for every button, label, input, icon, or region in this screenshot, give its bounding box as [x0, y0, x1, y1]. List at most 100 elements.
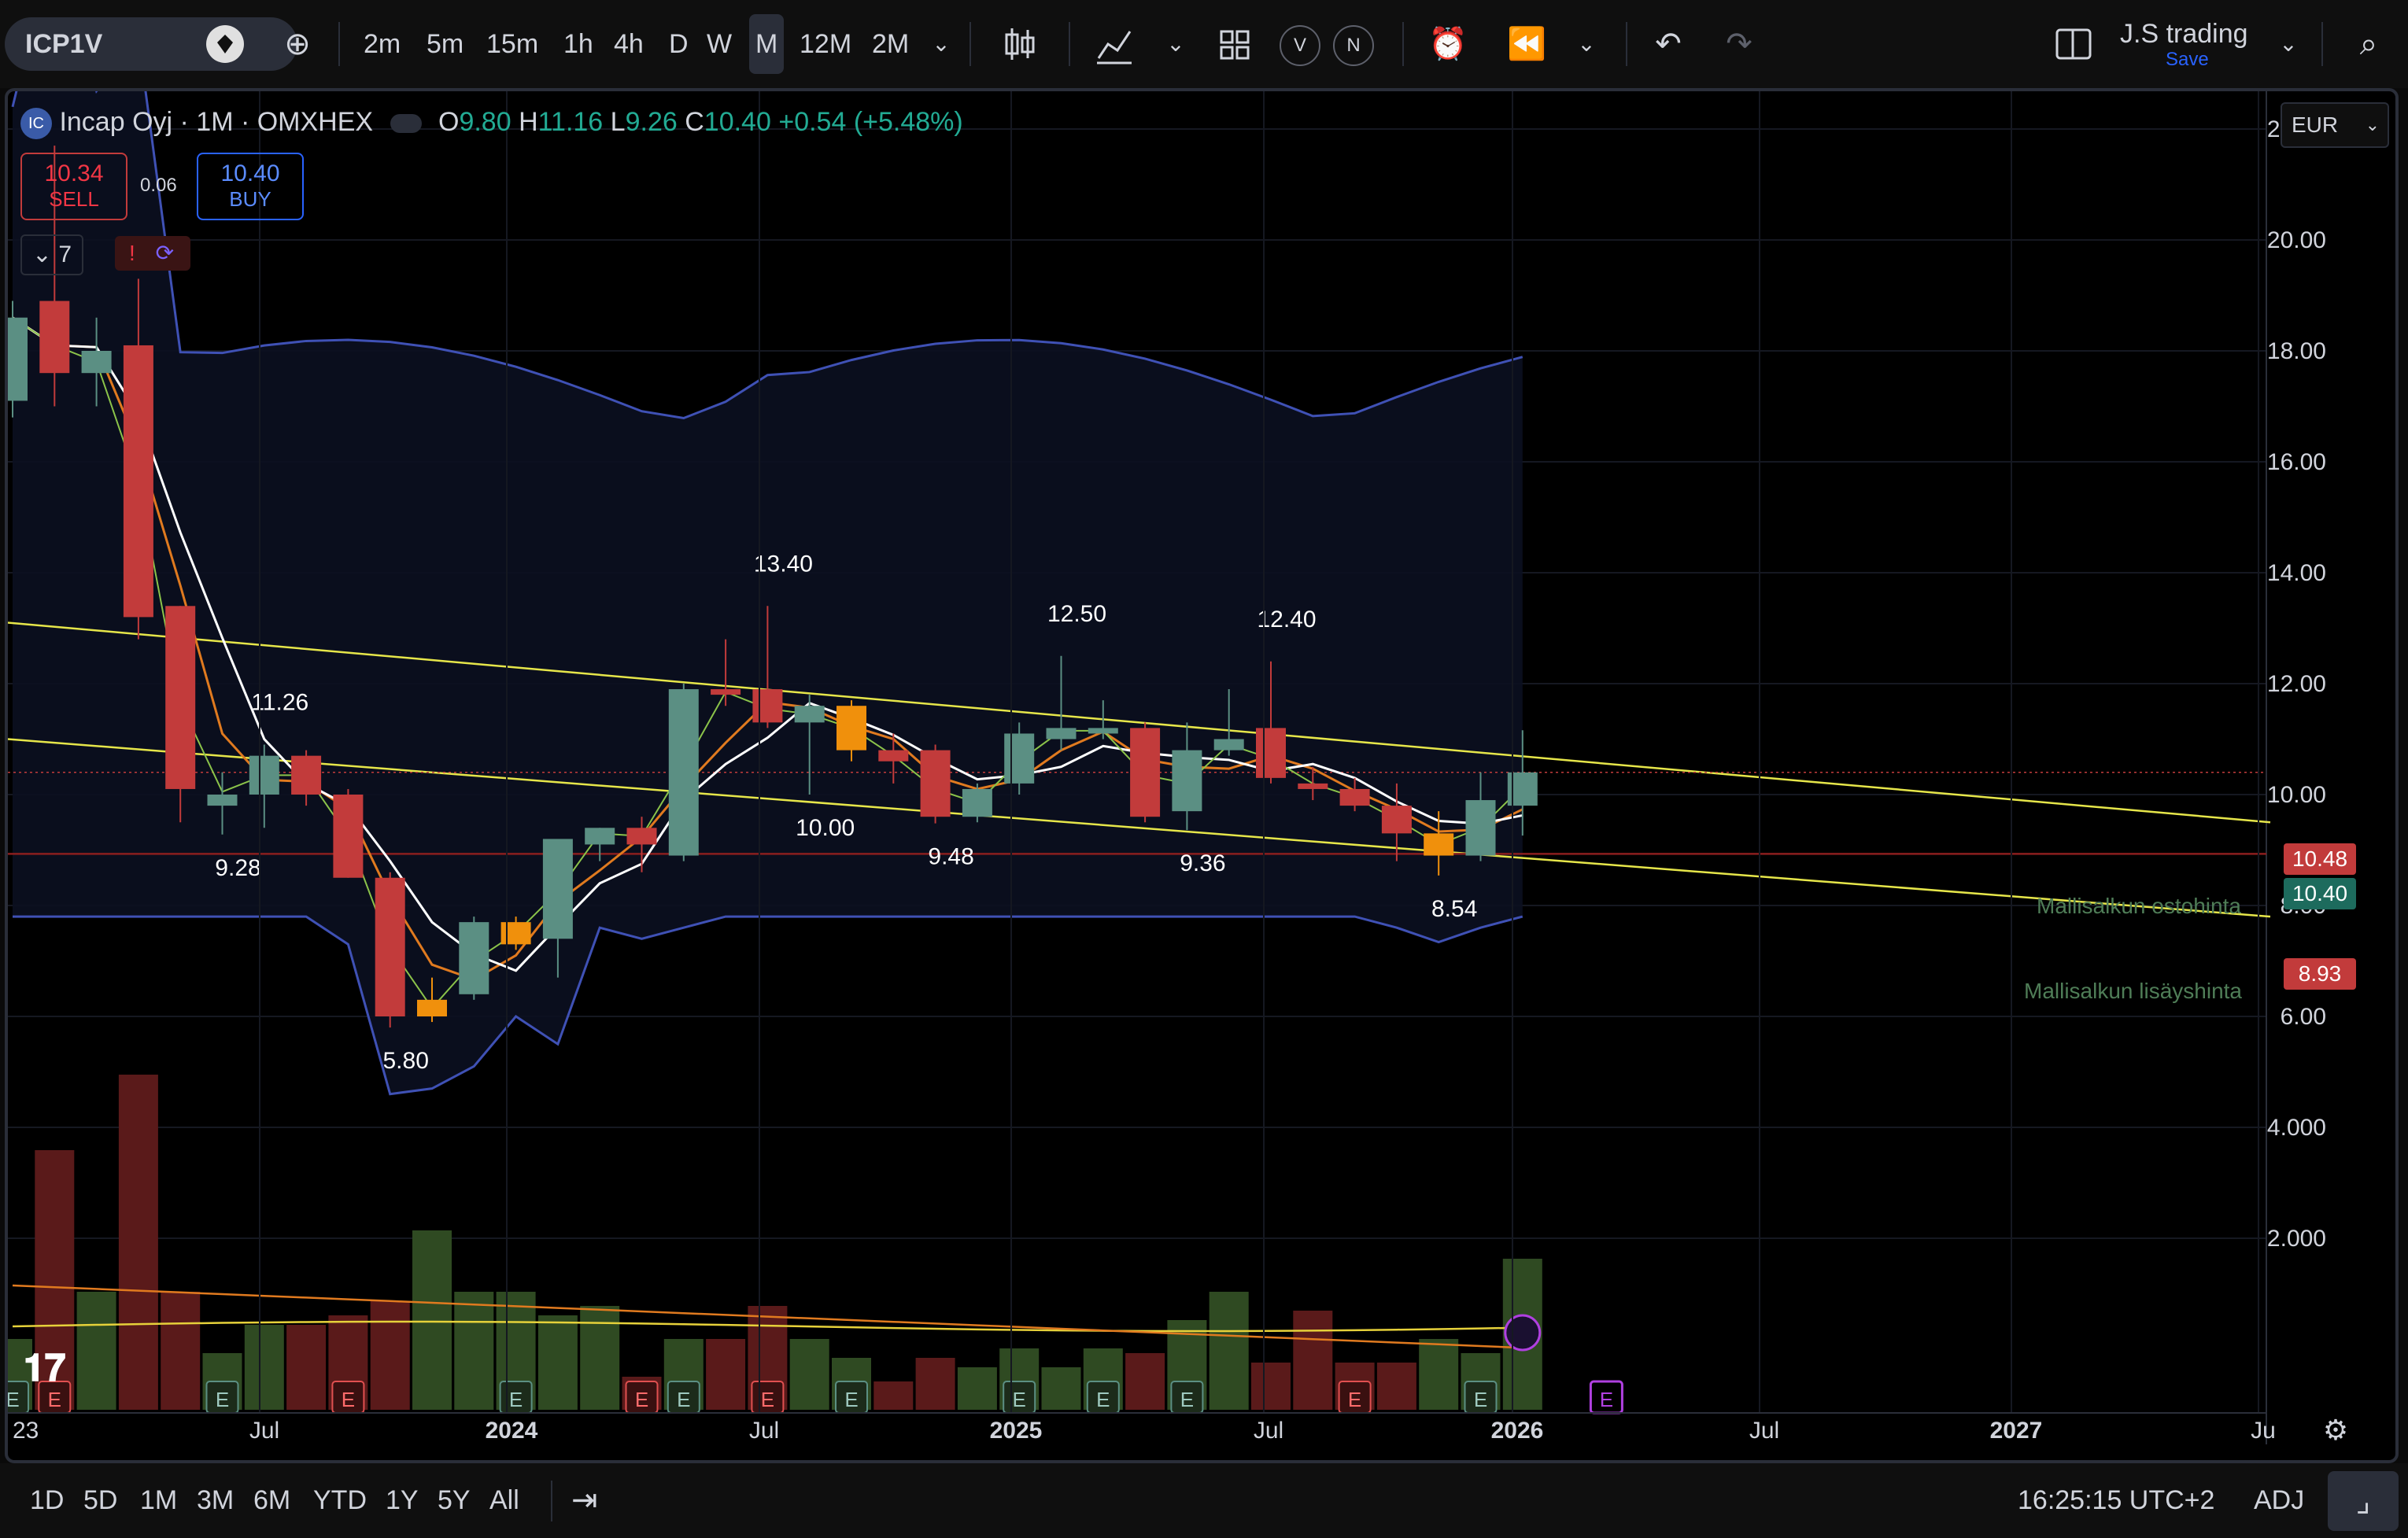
interval-15m[interactable]: 15m — [486, 29, 539, 59]
circle-n-button[interactable]: N — [1333, 25, 1374, 66]
price-label-level: 8.93 — [2284, 958, 2356, 990]
goto-date-icon[interactable]: ⇥ — [571, 1483, 598, 1518]
quick-search-icon[interactable]: ⌕ — [2359, 27, 2378, 61]
range-5d[interactable]: 5D — [83, 1485, 118, 1515]
volume-bar — [35, 1150, 75, 1410]
refresh-icon: ⟳ — [155, 241, 175, 265]
open-value: 9.80 — [459, 107, 512, 137]
replay-dropdown-icon[interactable]: ⌄ — [1577, 31, 1596, 56]
legend-toggle-icon[interactable] — [390, 114, 422, 134]
interval-m[interactable]: M — [755, 29, 778, 59]
fullscreen-collapse-icon[interactable]: ⌟ — [2328, 1471, 2399, 1531]
toolbar-divider — [969, 22, 971, 66]
currency-select[interactable]: EUR ⌄ — [2281, 102, 2389, 148]
range-ytd[interactable]: YTD — [313, 1485, 367, 1515]
settings-gear-icon: ⚙ — [2323, 1414, 2348, 1447]
save-status[interactable]: Save — [2166, 49, 2209, 70]
layout-dropdown-icon[interactable]: ⌄ — [2279, 31, 2298, 56]
volume-bar — [1125, 1353, 1165, 1410]
interval-12m[interactable]: 12M — [800, 29, 852, 59]
symbol-label[interactable]: ICP1V — [25, 29, 103, 59]
candle-body — [1088, 728, 1118, 734]
range-1y[interactable]: 1Y — [386, 1485, 419, 1515]
volume-bar — [1251, 1363, 1291, 1410]
range-1d[interactable]: 1D — [30, 1485, 65, 1515]
interval-5m[interactable]: 5m — [427, 29, 464, 59]
interval-d[interactable]: D — [669, 29, 689, 59]
candle-body — [1256, 728, 1286, 778]
sell-price: 10.34 — [44, 160, 104, 186]
x-axis-tick-label: Jul — [1254, 1418, 1283, 1444]
interval-1h[interactable]: 1h — [563, 29, 593, 59]
volume-bar — [580, 1306, 620, 1410]
candle-body — [8, 317, 28, 401]
earnings-marker-label: E — [509, 1388, 523, 1411]
alert-badge-icon[interactable] — [206, 25, 244, 63]
candle-style-icon[interactable] — [996, 0, 1043, 122]
earnings-marker-label: E — [1013, 1388, 1026, 1411]
candle-body — [962, 788, 992, 817]
sidebar-toggle-icon[interactable] — [2049, 0, 2096, 122]
candle-body — [417, 999, 447, 1016]
price-annotation: 9.48 — [928, 844, 973, 870]
x-axis-tick-label: 2025 — [990, 1418, 1043, 1444]
indicator-status-badge[interactable]: ! ⟳ — [115, 236, 190, 271]
interval-dropdown-icon[interactable]: ⌄ — [932, 31, 951, 56]
price-annotation: 10.00 — [796, 815, 855, 841]
buy-button[interactable]: 10.40 BUY — [197, 153, 304, 220]
price-label-last-green: 10.40 — [2284, 878, 2356, 909]
layout-name[interactable]: J.S trading — [2120, 19, 2248, 49]
earnings-marker-label: E — [1096, 1388, 1110, 1411]
circle-v-button[interactable]: V — [1280, 25, 1320, 66]
replay-icon[interactable]: ⏪ — [1507, 27, 1546, 61]
range-6m[interactable]: 6M — [253, 1485, 291, 1515]
candle-body — [1381, 806, 1412, 834]
earnings-marker-label: E — [342, 1388, 355, 1411]
chevron-down-icon: ⌄ — [2365, 115, 2380, 135]
bottom-bar — [0, 1463, 2408, 1538]
adj-toggle[interactable]: ADJ — [2254, 1485, 2305, 1515]
volume-bar — [370, 1301, 410, 1410]
symbol-search[interactable] — [5, 17, 297, 71]
y-axis-tick-label: 2.000 — [2267, 1226, 2326, 1252]
interval-w[interactable]: W — [707, 29, 733, 59]
range-3m[interactable]: 3M — [197, 1485, 235, 1515]
y-axis-tick-label: 12.00 — [2267, 671, 2326, 697]
clock-timezone[interactable]: 16:25:15 UTC+2 — [2018, 1485, 2215, 1515]
indicators-icon[interactable] — [1091, 0, 1138, 122]
candle-body — [291, 755, 322, 795]
toolbar-divider — [2321, 22, 2323, 66]
range-5y[interactable]: 5Y — [438, 1485, 471, 1515]
interval-2m-months[interactable]: 2M — [872, 29, 910, 59]
sell-button[interactable]: 10.34 SELL — [20, 153, 127, 220]
earnings-marker-label: E — [1180, 1388, 1194, 1411]
y-axis-tick-label: 4.000 — [2267, 1115, 2326, 1141]
bollinger-upper-line — [11, 91, 1523, 420]
price-chart[interactable]: 22.0020.0018.0016.0014.0012.0010.008.006… — [8, 91, 2389, 1454]
lisayshinta-label: Mallisalkun lisäyshinta — [2024, 979, 2243, 1003]
close-label: C — [685, 107, 704, 137]
indicators-dropdown-icon[interactable]: ⌄ — [1166, 31, 1185, 56]
earnings-marker-label: E — [1474, 1388, 1487, 1411]
alarm-clock-icon[interactable]: ⏰ — [1428, 27, 1468, 61]
volume-bar — [161, 1292, 201, 1410]
legend-title[interactable]: Incap Oyj · 1M · OMXHEX — [59, 107, 374, 137]
x-axis-tick-label: 2024 — [486, 1418, 538, 1444]
change-value: +0.54 (+5.48%) — [778, 107, 963, 137]
range-all[interactable]: All — [489, 1485, 519, 1515]
interval-2m[interactable]: 2m — [364, 29, 401, 59]
x-axis-tick-label: 23 — [13, 1418, 39, 1444]
add-symbol-icon[interactable]: ⊕ — [284, 27, 311, 61]
redo-icon[interactable]: ↷ — [1726, 27, 1752, 61]
indicators-collapse-button[interactable]: ⌄ 7 — [20, 234, 83, 275]
range-1m[interactable]: 1M — [140, 1485, 178, 1515]
volume-bar — [706, 1339, 746, 1410]
price-annotation: 9.36 — [1180, 850, 1225, 876]
y-axis-tick-label: 20.00 — [2267, 227, 2326, 253]
interval-4h[interactable]: 4h — [614, 29, 644, 59]
earnings-marker-label: E — [844, 1388, 858, 1411]
trendline-upper — [8, 621, 2271, 824]
layout-grid-icon[interactable] — [1212, 0, 1259, 122]
volume-ma-orange — [12, 1284, 1523, 1349]
undo-icon[interactable]: ↶ — [1655, 27, 1682, 61]
